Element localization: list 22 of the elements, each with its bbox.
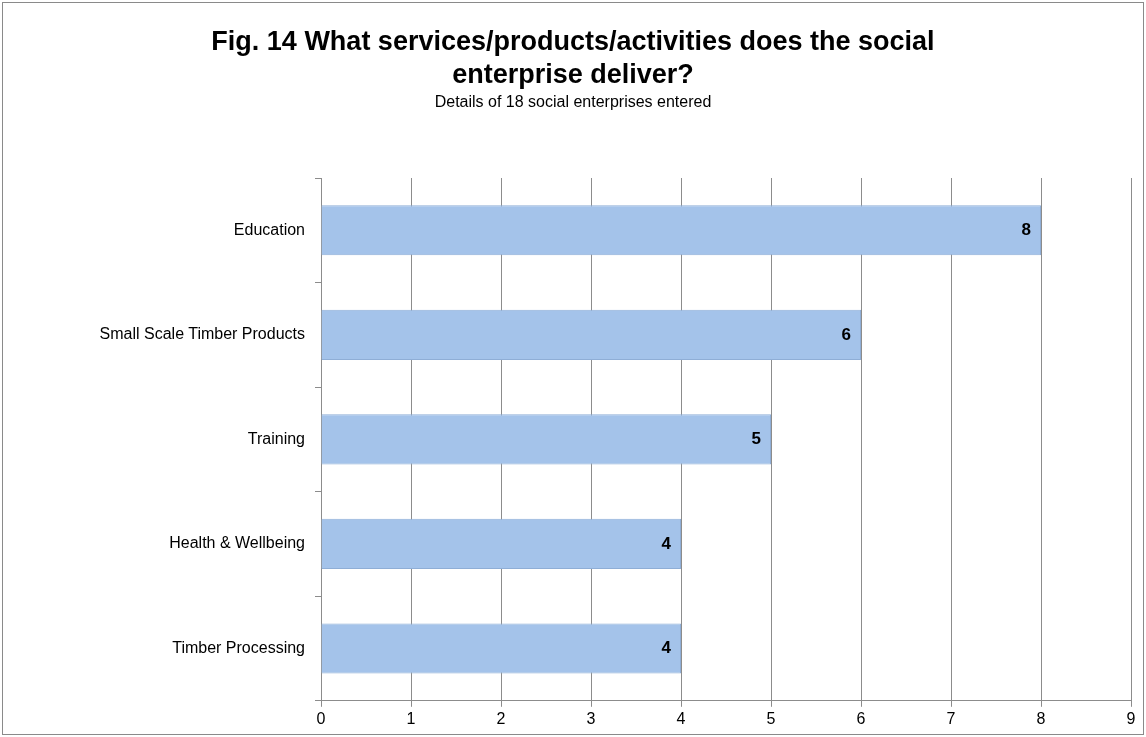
data-label: 8: [1021, 219, 1031, 239]
data-label: 4: [661, 638, 672, 658]
x-tick-label: 1: [406, 709, 416, 727]
x-tick-label: 7: [946, 709, 956, 727]
data-label: 4: [661, 533, 672, 553]
y-tick-label: Small Scale Timber Products: [99, 325, 305, 343]
x-tick-label: 4: [676, 709, 686, 727]
x-tick-label: 8: [1036, 709, 1046, 727]
x-tick-label: 2: [496, 709, 506, 727]
y-tick-label: Timber Processing: [172, 638, 305, 656]
x-tick-label: 5: [766, 709, 776, 727]
y-tick-label: Training: [247, 429, 305, 447]
x-tick-label: 3: [586, 709, 596, 727]
y-tick-label: Education: [233, 220, 305, 238]
chart-subtitle: Details of 18 social enterprises entered: [433, 93, 713, 111]
x-tick-label: 0: [316, 709, 326, 727]
data-label: 6: [841, 324, 851, 344]
x-tick-label: 6: [856, 709, 866, 727]
data-label: 5: [751, 429, 761, 449]
y-tick-label: Health & Wellbeing: [169, 534, 305, 552]
chart-title: Fig. 14 What services/products/activities does the social enterprise deliver?: [210, 25, 936, 91]
x-tick-label: 9: [1126, 709, 1136, 727]
